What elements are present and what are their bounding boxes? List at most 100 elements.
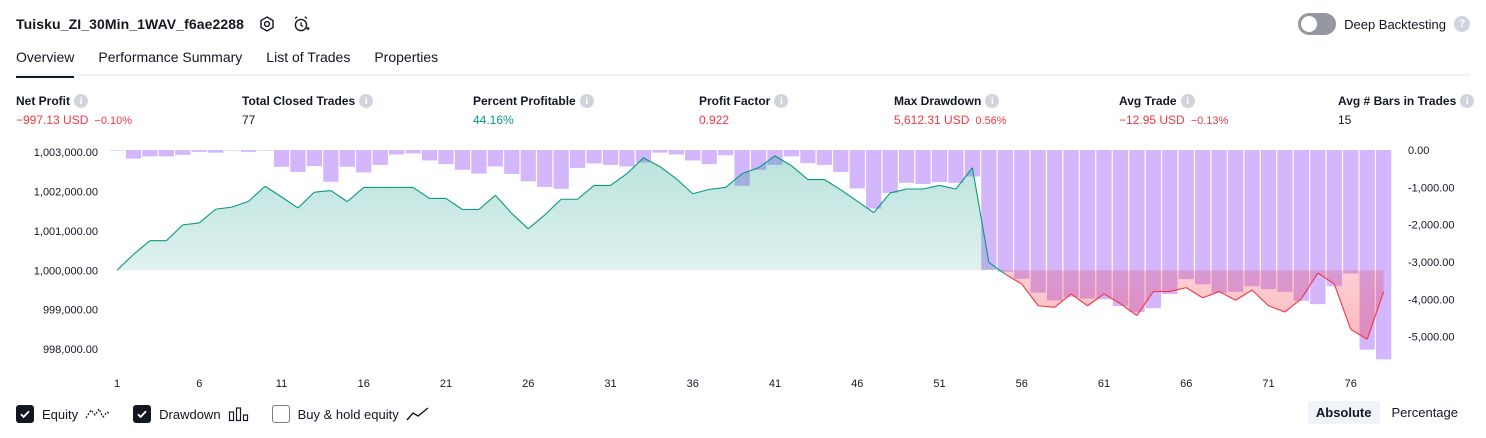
stat-value: 0.922	[699, 113, 730, 127]
settings-icon[interactable]	[256, 13, 278, 35]
legend-label: Drawdown	[159, 406, 221, 422]
stat-label: Avg Trade	[1119, 94, 1177, 108]
info-icon[interactable]: i	[359, 94, 374, 108]
stat-label: Max Drawdown	[894, 94, 982, 108]
equity-line-segment	[692, 188, 710, 195]
equity-line-segment	[182, 222, 200, 226]
drawdown-bar	[586, 150, 602, 164]
equity-line-segment	[610, 173, 628, 186]
stat-label: Profit Factor	[699, 94, 771, 108]
info-icon[interactable]: i	[74, 94, 88, 108]
equity-line	[116, 155, 1385, 340]
equity-line-segment	[1350, 328, 1368, 340]
drawdown-bar	[1162, 150, 1178, 295]
percentage-button[interactable]: Percentage	[1391, 405, 1459, 420]
stats-row: Net Profit i −997.13 USD −0.10% Total Clos…	[0, 93, 1486, 129]
equity-line-segment	[1366, 291, 1385, 340]
drawdown-bar	[471, 150, 487, 174]
drawdown-bar	[1014, 150, 1030, 279]
info-icon[interactable]: i	[579, 94, 594, 108]
stat-label: Net Profit	[16, 94, 70, 108]
equity-drawdown-chart[interactable]: 1,003,000.00 1,002,000.00 1,001,000.00 1,00…	[0, 134, 1486, 396]
drawdown-bar	[240, 150, 257, 152]
legend-drawdown[interactable]: Drawdown	[133, 405, 249, 423]
drawdown-bar	[1260, 150, 1277, 290]
x-tick-label: 41	[769, 378, 781, 390]
drawdown-bar	[1079, 150, 1096, 299]
equity-line-segment	[774, 155, 792, 167]
help-icon[interactable]: ?	[1454, 16, 1470, 32]
drawdown-bar	[1244, 150, 1260, 287]
drawdown-bar	[1293, 150, 1310, 301]
equity-line-segment	[1005, 273, 1023, 285]
stat-label: Percent Profitable	[473, 94, 576, 108]
equity-line-segment	[955, 167, 973, 190]
checkbox-checked-icon[interactable]	[133, 405, 152, 423]
info-icon[interactable]: i	[985, 94, 1000, 108]
drawdown-bar	[685, 150, 701, 161]
strategy-header: Tuisku_ZI_30Min_1WAV_f6ae2288	[16, 12, 312, 36]
tab-properties[interactable]: Properties	[374, 49, 439, 65]
add-alert-icon[interactable]	[290, 13, 312, 35]
stat-value: −997.13 USD	[16, 113, 89, 127]
equity-line-segment	[264, 185, 282, 198]
info-icon[interactable]: i	[1460, 94, 1475, 108]
equity-area	[117, 155, 1384, 340]
equity-line-segment	[709, 186, 726, 190]
x-tick-label: 1	[114, 378, 120, 390]
equity-line-segment	[445, 198, 463, 210]
equity-line-segment	[511, 213, 529, 230]
absolute-button[interactable]: Absolute	[1307, 401, 1380, 424]
equity-line-segment	[1235, 289, 1253, 301]
drawdown-bar	[833, 150, 849, 173]
drawdown-bar	[389, 150, 405, 155]
drawdown-bar	[668, 150, 684, 155]
drawdown-bar	[1343, 150, 1359, 274]
drawdown-bar	[454, 150, 471, 170]
x-tick-label: 46	[851, 378, 863, 390]
tab-performance-summary[interactable]: Performance Summary	[98, 49, 243, 65]
drawdown-bar	[718, 150, 734, 156]
drawdown-bar	[1310, 150, 1326, 305]
drawdown-bar	[125, 150, 142, 159]
drawdown-bar	[948, 150, 964, 183]
drawdown-bar	[520, 150, 536, 182]
drawdown-bar	[898, 150, 915, 183]
checkbox-unchecked-icon[interactable]	[271, 405, 290, 423]
equity-line-segment	[1070, 293, 1088, 307]
drawdown-bar	[783, 150, 800, 157]
equity-line-segment	[890, 188, 907, 194]
y-right-tick-label: -3,000.00	[1408, 257, 1454, 269]
deep-backtesting-toggle[interactable]	[1298, 13, 1337, 35]
drawdown-bar	[537, 150, 553, 187]
x-tick-label: 21	[440, 378, 452, 390]
equity-line-segment	[330, 190, 348, 203]
drawdown-bar	[1096, 150, 1112, 300]
equity-line-segment	[527, 214, 546, 230]
x-tick-label: 76	[1345, 378, 1357, 390]
drawdown-bar	[915, 150, 931, 184]
equity-line-icon	[85, 406, 111, 422]
y-left-tick-label: 1,001,000.00	[34, 226, 98, 238]
drawdown-bar	[1178, 150, 1194, 280]
drawdown-bar	[1047, 150, 1063, 301]
equity-line-segment	[412, 186, 430, 199]
legend-equity[interactable]: Equity	[16, 405, 111, 423]
chart-legend: Equity Drawdown Buy & hold equity	[16, 403, 452, 425]
stat-max-drawdown: Max Drawdown i 5,612.31 USD 0.56%	[894, 93, 1007, 127]
equity-area-negative	[117, 270, 1384, 340]
tab-overview[interactable]: Overview	[16, 46, 75, 78]
info-icon[interactable]: i	[1180, 94, 1195, 108]
legend-buy-hold-equity[interactable]: Buy & hold equity	[271, 405, 430, 423]
x-tick-label: 16	[358, 378, 370, 390]
drawdown-bar	[1063, 150, 1079, 298]
drawdown-bar	[109, 150, 125, 151]
tab-list-of-trades[interactable]: List of Trades	[266, 49, 351, 65]
stat-percent: −0.10%	[94, 115, 133, 127]
info-icon[interactable]: i	[774, 94, 789, 108]
drawdown-bar	[569, 150, 586, 168]
checkbox-checked-icon[interactable]	[16, 405, 34, 423]
drawdown-bar	[339, 150, 355, 167]
equity-line-segment	[1038, 305, 1055, 308]
buy-hold-line-icon	[406, 406, 430, 422]
